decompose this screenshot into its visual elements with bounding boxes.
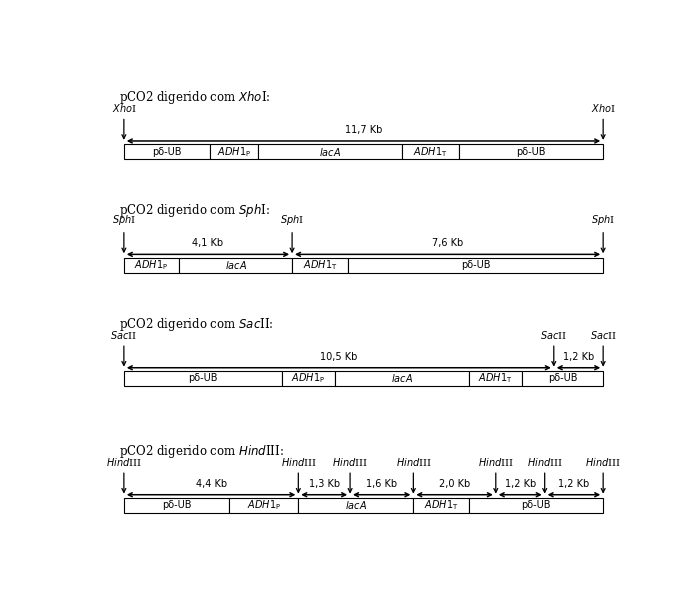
Text: 1,2 Kb: 1,2 Kb <box>504 479 536 489</box>
Text: $\it{Xho}$I: $\it{Xho}$I <box>111 102 136 114</box>
Bar <box>124 257 179 273</box>
Text: pδ-UB: pδ-UB <box>548 373 577 383</box>
Bar <box>469 498 603 513</box>
Text: $\it{Sph}$I: $\it{Sph}$I <box>112 213 136 227</box>
Text: $\it{ADH1}$$_\mathrm{P}$: $\it{ADH1}$$_\mathrm{P}$ <box>134 258 169 272</box>
Text: pCO2 digerido com $\it{Hind}$III:: pCO2 digerido com $\it{Hind}$III: <box>119 442 283 459</box>
Text: 1,2 Kb: 1,2 Kb <box>558 479 589 489</box>
Text: pδ-UB: pδ-UB <box>162 501 191 511</box>
Text: $\it{ADH1}$$_\mathrm{P}$: $\it{ADH1}$$_\mathrm{P}$ <box>247 498 281 512</box>
Text: pCO2 digerido com $\it{Sph}$I:: pCO2 digerido com $\it{Sph}$I: <box>119 202 269 219</box>
Text: $\it{Hind}$III: $\it{Hind}$III <box>395 455 431 468</box>
Text: $\it{ADH1}$$_\mathrm{T}$: $\it{ADH1}$$_\mathrm{T}$ <box>478 372 513 385</box>
Bar <box>522 371 603 386</box>
Text: pδ-UB: pδ-UB <box>521 501 551 511</box>
Text: pδ-UB: pδ-UB <box>516 147 546 157</box>
Text: $\it{Hind}$III: $\it{Hind}$III <box>106 455 142 468</box>
Text: $\it{lacA}$: $\it{lacA}$ <box>319 145 341 158</box>
Bar <box>334 371 469 386</box>
Text: 7,6 Kb: 7,6 Kb <box>432 239 463 249</box>
Bar <box>413 498 469 513</box>
Bar <box>258 144 402 159</box>
Text: 1,2 Kb: 1,2 Kb <box>563 352 594 362</box>
Bar <box>282 371 334 386</box>
Bar <box>299 498 413 513</box>
Text: $\it{lacA}$: $\it{lacA}$ <box>391 372 413 385</box>
Text: pCO2 digerido com $\it{Xho}$I:: pCO2 digerido com $\it{Xho}$I: <box>119 89 270 106</box>
Text: pδ-UB: pδ-UB <box>461 260 491 270</box>
Bar <box>179 257 292 273</box>
Text: 4,4 Kb: 4,4 Kb <box>196 479 227 489</box>
Text: 10,5 Kb: 10,5 Kb <box>320 352 357 362</box>
Text: $\it{Hind}$III: $\it{Hind}$III <box>527 455 562 468</box>
Bar <box>402 144 460 159</box>
Text: $\it{Hind}$III: $\it{Hind}$III <box>478 455 513 468</box>
Bar <box>292 257 348 273</box>
Text: $\it{Sph}$I: $\it{Sph}$I <box>280 213 304 227</box>
Text: $\it{lacA}$: $\it{lacA}$ <box>345 499 367 511</box>
Text: $\it{ADH1}$$_\mathrm{T}$: $\it{ADH1}$$_\mathrm{T}$ <box>424 498 458 512</box>
Text: $\it{ADH1}$$_\mathrm{T}$: $\it{ADH1}$$_\mathrm{T}$ <box>413 145 448 158</box>
Text: $\it{Hind}$III: $\it{Hind}$III <box>332 455 368 468</box>
Text: 4,1 Kb: 4,1 Kb <box>192 239 224 249</box>
Text: $\it{lacA}$: $\it{lacA}$ <box>225 259 247 271</box>
Text: 11,7 Kb: 11,7 Kb <box>345 125 382 135</box>
Bar <box>124 371 282 386</box>
Text: $\it{Xho}$I: $\it{Xho}$I <box>591 102 616 114</box>
Bar <box>348 257 603 273</box>
Text: $\it{Hind}$III: $\it{Hind}$III <box>281 455 316 468</box>
Text: pδ-UB: pδ-UB <box>188 373 218 383</box>
Bar <box>210 144 258 159</box>
Text: pδ-UB: pδ-UB <box>152 147 182 157</box>
Text: $\it{ADH1}$$_\mathrm{P}$: $\it{ADH1}$$_\mathrm{P}$ <box>217 145 251 158</box>
Text: pCO2 digerido com $\it{Sac}$II:: pCO2 digerido com $\it{Sac}$II: <box>119 316 273 333</box>
Text: 1,3 Kb: 1,3 Kb <box>309 479 340 489</box>
Bar <box>124 498 229 513</box>
Text: $\it{Sac}$II: $\it{Sac}$II <box>540 329 567 340</box>
Bar <box>460 144 603 159</box>
Bar <box>124 144 210 159</box>
Text: $\it{Sac}$II: $\it{Sac}$II <box>589 329 616 340</box>
Text: $\it{Sac}$II: $\it{Sac}$II <box>111 329 138 340</box>
Text: $\it{ADH1}$$_\mathrm{P}$: $\it{ADH1}$$_\mathrm{P}$ <box>292 372 325 385</box>
Bar <box>229 498 299 513</box>
Text: $\it{Hind}$III: $\it{Hind}$III <box>585 455 621 468</box>
Text: 1,6 Kb: 1,6 Kb <box>366 479 397 489</box>
Text: $\it{ADH1}$$_\mathrm{T}$: $\it{ADH1}$$_\mathrm{T}$ <box>303 258 337 272</box>
Bar <box>469 371 522 386</box>
Text: $\it{Sph}$I: $\it{Sph}$I <box>591 213 615 227</box>
Text: 2,0 Kb: 2,0 Kb <box>439 479 470 489</box>
